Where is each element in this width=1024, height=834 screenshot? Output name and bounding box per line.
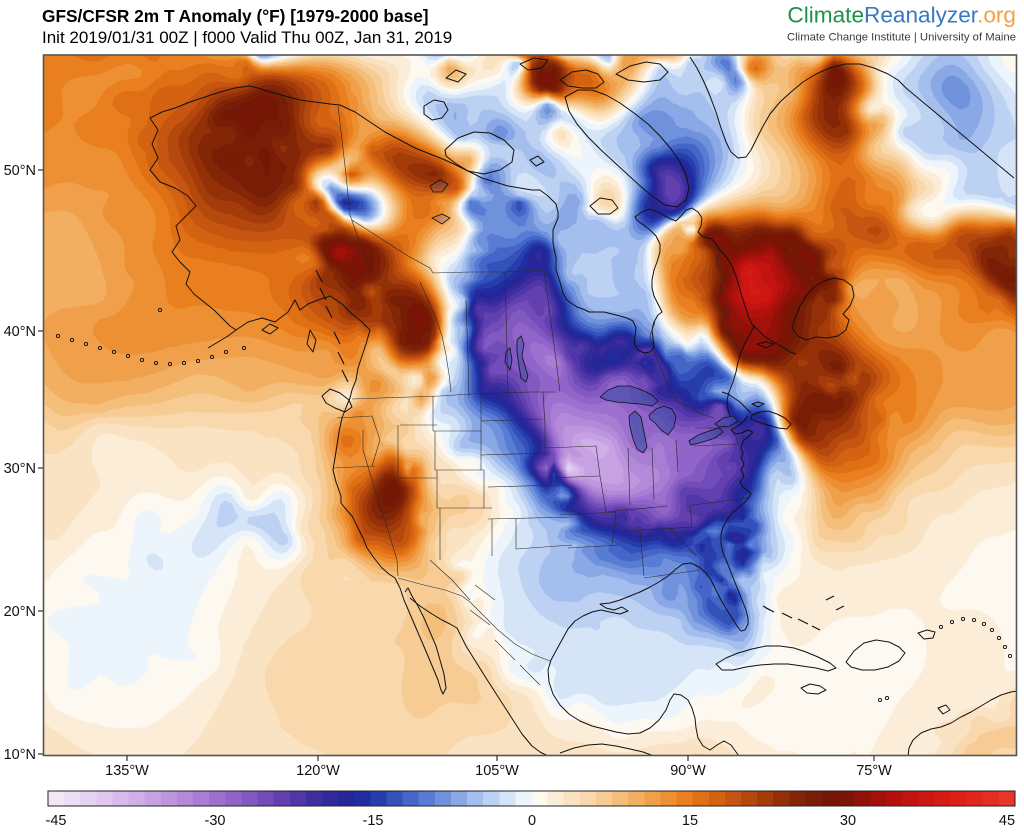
svg-text:90°W: 90°W	[670, 763, 706, 779]
svg-text:0: 0	[528, 813, 536, 829]
svg-text:-45: -45	[46, 813, 67, 829]
svg-text:30: 30	[840, 813, 856, 829]
svg-text:105°W: 105°W	[475, 763, 519, 779]
svg-text:40°N: 40°N	[4, 324, 36, 340]
svg-text:75°W: 75°W	[856, 763, 892, 779]
svg-text:135°W: 135°W	[105, 763, 149, 779]
svg-text:ClimateReanalyzer.org: ClimateReanalyzer.org	[787, 3, 1016, 28]
svg-text:15: 15	[682, 813, 698, 829]
svg-text:120°W: 120°W	[296, 763, 340, 779]
svg-text:50°N: 50°N	[4, 163, 36, 179]
svg-text:30°N: 30°N	[4, 461, 36, 477]
svg-text:45: 45	[999, 813, 1015, 829]
svg-text:GFS/CFSR 2m T Anomaly (°F) [19: GFS/CFSR 2m T Anomaly (°F) [1979-2000 ba…	[42, 6, 429, 26]
svg-text:20°N: 20°N	[4, 604, 36, 620]
svg-text:10°N: 10°N	[4, 747, 36, 763]
svg-text:-15: -15	[363, 813, 384, 829]
svg-text:Climate Change Institute | Uni: Climate Change Institute | University of…	[787, 32, 1016, 44]
svg-text:-30: -30	[205, 813, 226, 829]
svg-text:Init 2019/01/31 00Z | f000 Val: Init 2019/01/31 00Z | f000 Valid Thu 00Z…	[42, 28, 452, 47]
